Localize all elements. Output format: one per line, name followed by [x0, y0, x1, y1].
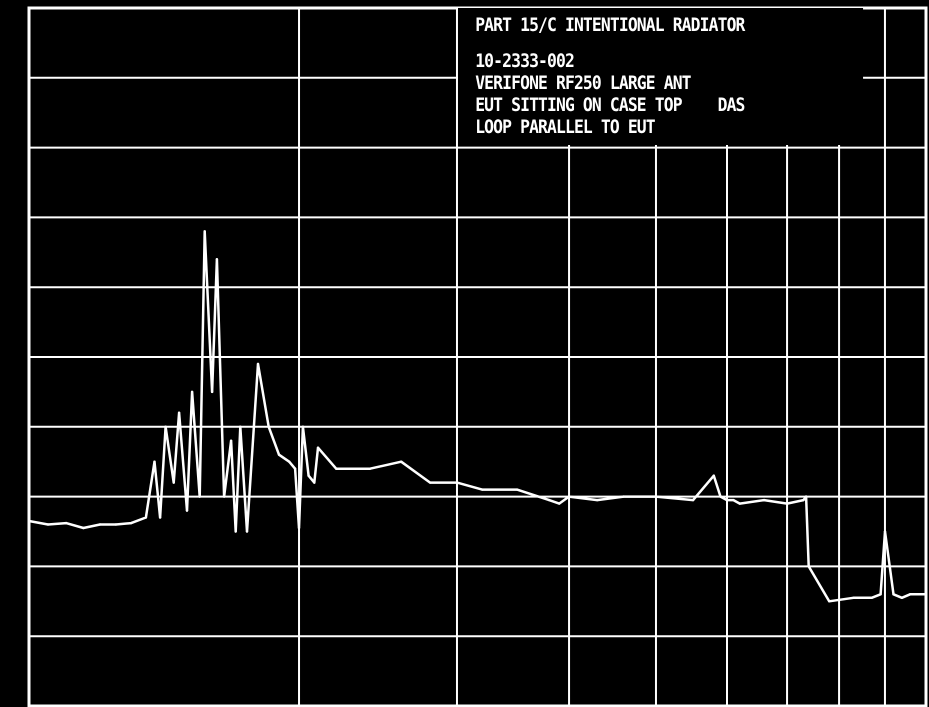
trace-point [909, 593, 911, 595]
trace-point [400, 461, 402, 463]
trace-point [186, 509, 188, 511]
trace-point [313, 481, 315, 483]
trace-point [828, 600, 830, 602]
trace-point [257, 363, 259, 365]
trace-point [884, 530, 886, 532]
trace-point [732, 499, 734, 501]
trace-point [852, 597, 854, 599]
annotation-line-5: LOOP PARALLEL TO EUT [475, 116, 655, 139]
trace-point [917, 593, 919, 595]
trace-point [802, 499, 804, 501]
trace-point [28, 520, 30, 522]
annotation-line-3: VERIFONE RF250 LARGE ANT [475, 72, 690, 95]
annotation-line-1: PART 15/C INTENTIONAL RADIATOR [475, 14, 744, 37]
trace-point [204, 230, 206, 232]
trace-point [65, 522, 67, 524]
trace-point [719, 495, 721, 497]
trace-point [216, 258, 218, 260]
trace-point [99, 523, 101, 525]
annotation-line-4: EUT SITTING ON CASE TOP DAS [475, 94, 744, 117]
trace-point [47, 523, 49, 525]
trace-point [369, 468, 371, 470]
trace-point [278, 454, 280, 456]
annotation-box: PART 15/C INTENTIONAL RADIATOR 10-2333-0… [458, 8, 863, 145]
trace-point [596, 499, 598, 501]
trace-point [481, 488, 483, 490]
trace-point [130, 522, 132, 524]
trace-point [298, 527, 300, 529]
trace-point [159, 516, 161, 518]
trace-point [901, 597, 903, 599]
trace-point [294, 468, 296, 470]
trace-point [786, 502, 788, 504]
trace-point [178, 412, 180, 414]
trace-point [164, 426, 166, 428]
trace-point [429, 481, 431, 483]
trace-point [335, 468, 337, 470]
trace-point [739, 502, 741, 504]
annotation-line-2: 10-2333-002 [475, 50, 574, 73]
trace-point [153, 461, 155, 463]
trace-point [763, 499, 765, 501]
trace-point [268, 426, 270, 428]
trace-point [307, 475, 309, 477]
trace-point [82, 527, 84, 529]
trace-point [230, 440, 232, 442]
trace-point [317, 447, 319, 449]
trace-point [211, 391, 213, 393]
trace-point [302, 426, 304, 428]
trace-point [223, 495, 225, 497]
trace-point [655, 495, 657, 497]
trace-point [235, 530, 237, 532]
trace-point [239, 426, 241, 428]
trace-point [871, 597, 873, 599]
horizontal-grid [29, 78, 926, 636]
trace-group [28, 230, 927, 602]
trace-point [879, 593, 881, 595]
trace-point [568, 495, 570, 497]
trace-point [713, 475, 715, 477]
trace-point [456, 481, 458, 483]
trace-point [726, 499, 728, 501]
trace-point [246, 530, 248, 532]
trace-point [622, 495, 624, 497]
trace-point [548, 499, 550, 501]
trace-point [173, 481, 175, 483]
trace-point [692, 499, 694, 501]
trace-point [892, 593, 894, 595]
trace-point [115, 523, 117, 525]
trace-point [199, 495, 201, 497]
trace-point [145, 516, 147, 518]
trace-point [808, 565, 810, 567]
trace-point [805, 495, 807, 497]
trace-point [288, 461, 290, 463]
trace-point [516, 488, 518, 490]
trace-point [925, 593, 927, 595]
trace-point [191, 391, 193, 393]
trace-point [558, 502, 560, 504]
